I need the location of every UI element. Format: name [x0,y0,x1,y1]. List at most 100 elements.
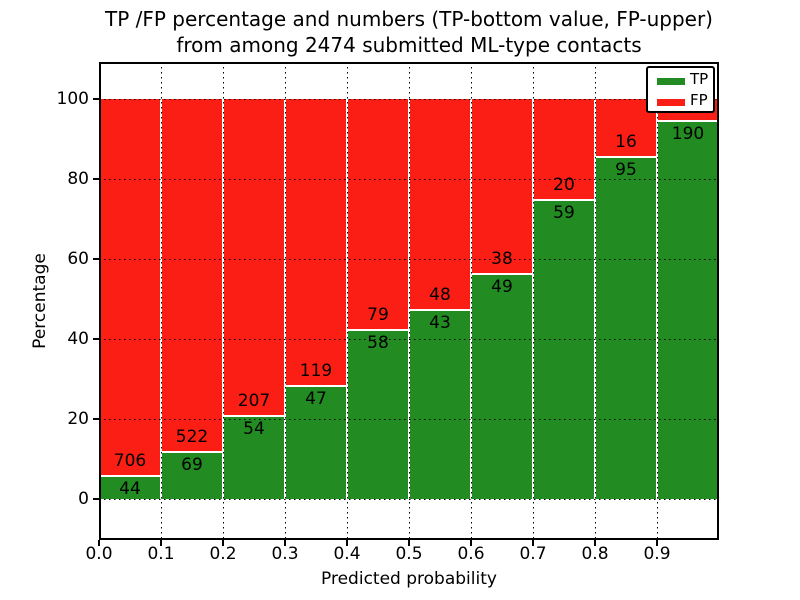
bar-fp-count-label: 706 [113,450,147,471]
bar-fp-count-label: 38 [491,248,513,269]
y-gridline [99,418,719,420]
bar-segment-divider [161,451,223,454]
plot-area: 706 44 522 69 207 54 119 47 79 58 48 43 38 49 20 59 16 95… [99,62,719,540]
bar-tp-count-label: 95 [615,159,637,180]
y-tick-mark [93,98,99,100]
bar-tp-segment [223,416,285,499]
bar-fp-segment [471,99,533,274]
bar-fp-count-label: 79 [367,304,389,325]
x-tick-label: 0.8 [581,544,609,564]
bar-fp-count-label: 20 [553,175,575,196]
x-gridline [160,62,162,540]
bar-fp-count-label: 119 [299,360,333,381]
x-gridline [470,62,472,540]
bar-fp-segment [161,99,223,453]
x-tick-label: 0.6 [457,544,485,564]
bar-fp-segment [223,99,285,417]
x-tick-label: 0.5 [395,544,423,564]
legend-swatch-fp [657,99,685,106]
bar-fp-segment [409,99,471,310]
bar-tp-segment [161,452,223,499]
x-gridline [222,62,224,540]
bar-tp-count-label: 49 [491,276,513,297]
x-tick-label: 0.3 [271,544,299,564]
y-tick-label: 0 [78,489,89,509]
x-gridline [594,62,596,540]
bar-tp-segment [471,273,533,499]
legend-label-fp: FP [690,91,708,109]
x-tick-label: 0.1 [147,544,175,564]
y-gridline [99,178,719,180]
bar-segment-divider [347,328,409,331]
x-gridline [408,62,410,540]
x-tick-mark [656,540,658,546]
bar-segment-divider [99,474,161,477]
x-tick-mark [408,540,410,546]
bar-tp-segment [347,329,409,499]
bar-segment-divider [657,119,719,122]
y-tick-mark [93,178,99,180]
x-tick-mark [284,540,286,546]
x-tick-mark [346,540,348,546]
y-gridline [99,338,719,340]
y-gridline [99,98,719,100]
x-gridline [532,62,534,540]
chart-title-line2: from among 2474 submitted ML-type contac… [176,33,642,57]
bar-fp-count-label: 48 [429,285,451,305]
legend-label-tp: TP [690,70,709,88]
y-tick-mark [93,418,99,420]
bar-tp-segment [285,385,347,499]
bar-segment-divider [285,384,347,387]
bar-tp-segment [409,310,471,499]
x-tick-label: 0.4 [333,544,361,564]
x-tick-mark [160,540,162,546]
bar-tp-segment [595,156,657,499]
bar-segment-divider [223,415,285,418]
bar-tp-count-label: 190 [671,123,705,144]
bar-tp-segment [99,475,161,499]
x-gridline [284,62,286,540]
bar-fp-count-label: 522 [175,427,209,448]
x-tick-mark [98,540,100,546]
bar-fp-segment [99,99,161,476]
bar-tp-count-label: 59 [553,203,575,224]
chart-layers: 706 44 522 69 207 54 119 47 79 58 48 43 38 49 20 59 16 95… [99,62,719,540]
bar-fp-segment [533,99,595,201]
chart-title: TP /FP percentage and numbers (TP-bottom… [99,6,719,58]
x-tick-mark [532,540,534,546]
bar-tp-count-label: 58 [367,332,389,353]
bar-fp-count-label: 207 [237,391,271,412]
bar-tp-count-label: 44 [119,478,141,499]
x-tick-mark [594,540,596,546]
y-tick-mark [93,338,99,340]
bar-fp-count-label: 16 [615,131,637,152]
bar-tp-segment [533,200,595,499]
x-gridline [656,62,658,540]
x-tick-label: 0.0 [85,544,113,564]
x-tick-mark [222,540,224,546]
x-tick-label: 0.7 [519,544,547,564]
y-tick-label: 60 [67,249,89,269]
bar-segment-divider [471,272,533,275]
legend-swatch-tp [657,78,685,85]
y-gridline [99,498,719,500]
bar-tp-segment [657,120,719,499]
bar-segment-divider [409,309,471,311]
y-tick-label: 100 [56,89,89,109]
bar-tp-count-label: 43 [429,313,451,333]
x-gridline [346,62,348,540]
bar-segment-divider [595,155,657,158]
bar-segment-divider [533,199,595,202]
y-tick-mark [93,498,99,500]
legend: TP FP [646,66,715,113]
bar-tp-count-label: 69 [181,455,203,476]
x-tick-label: 0.2 [209,544,237,564]
y-tick-mark [93,258,99,260]
x-axis-label: Predicted probability [321,569,497,589]
bar-tp-count-label: 54 [243,419,265,440]
chart-title-line1: TP /FP percentage and numbers (TP-bottom… [105,7,713,31]
y-gridline [99,258,719,260]
y-tick-label: 40 [67,329,89,349]
bar-fp-segment [347,99,409,330]
